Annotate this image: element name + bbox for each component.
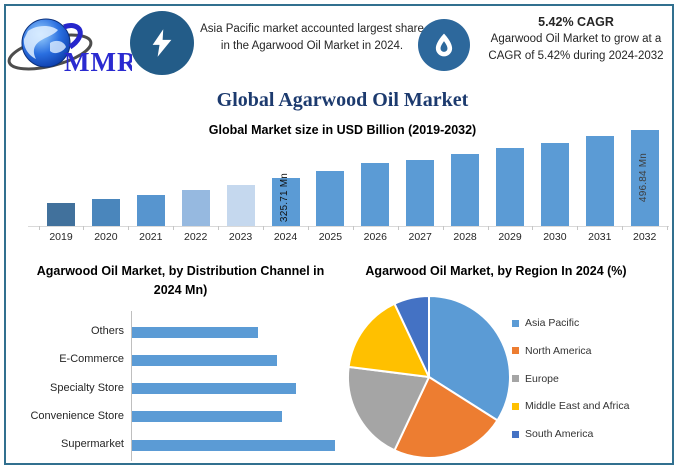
- legend-label: Middle East and Africa: [525, 400, 630, 413]
- bar-2026: [361, 163, 390, 226]
- x-axis-label: 2029: [498, 231, 522, 243]
- bar-e-commerce: [132, 354, 278, 366]
- x-axis-tick: [352, 226, 354, 230]
- bar-2022: [181, 190, 210, 226]
- page-title: Global Agarwood Oil Market: [216, 89, 469, 111]
- legend-label: Asia Pacific: [525, 317, 580, 329]
- legend-swatch: [512, 347, 519, 355]
- asia-pacific-callout: Asia Pacific market accounted largest sh…: [200, 23, 424, 53]
- x-axis-label: 2027: [408, 231, 432, 243]
- bar-specialty-store: [132, 383, 297, 394]
- bar-2028: [451, 154, 480, 226]
- x-axis: [28, 226, 669, 227]
- globe-continent: [23, 25, 58, 59]
- legend-label: North America: [525, 344, 592, 357]
- legend-swatch: [512, 430, 519, 438]
- x-axis-tick: [397, 226, 399, 230]
- x-axis-label: 2028: [453, 231, 477, 243]
- category-label: Supermarket: [61, 438, 124, 450]
- globe-continent: [50, 40, 66, 54]
- bar-others: [132, 326, 258, 338]
- legend-swatch: [512, 319, 519, 327]
- x-axis-tick: [667, 226, 669, 230]
- legend-item: South America: [512, 428, 593, 440]
- pie-slice-middle-east-and-africa: [347, 302, 430, 378]
- category-label: Specialty Store: [50, 381, 124, 394]
- x-axis-tick: [442, 226, 444, 230]
- distribution-chart-title: Agarwood Oil Market, by Distribution Cha…: [36, 264, 325, 298]
- data-label-2024: 325.71 Mn: [278, 172, 290, 222]
- pie-slice-europe: [347, 365, 430, 452]
- bar-2030: [540, 142, 569, 226]
- x-axis-tick: [263, 226, 265, 230]
- lightning-icon: [130, 11, 194, 75]
- bar-2029: [496, 147, 524, 226]
- cagr-callout: 5.42% CAGR Agarwood Oil Market to grow a…: [478, 15, 674, 64]
- category-label: Others: [90, 325, 124, 337]
- x-axis-label: 2025: [318, 231, 343, 243]
- bar-2019: [47, 203, 75, 226]
- cagr-heading: 5.42% CAGR: [538, 15, 614, 29]
- legend-item: North America: [512, 345, 592, 357]
- x-axis-tick: [173, 226, 175, 230]
- legend-label: Europe: [525, 372, 559, 385]
- bar-2025: [316, 170, 345, 226]
- category-label: E-Commerce: [59, 353, 124, 366]
- category-label: Convenience Store: [30, 409, 124, 422]
- legend-item: Middle East and Africa: [512, 400, 629, 412]
- region-chart-title: Agarwood Oil Market, by Region In 2024 (…: [365, 264, 627, 278]
- x-axis-label: 2032: [633, 231, 657, 243]
- x-axis-tick: [83, 226, 85, 230]
- x-axis-label: 2024: [273, 231, 298, 243]
- logo-text: MMR: [64, 47, 132, 77]
- x-axis-label: 2026: [363, 231, 387, 243]
- legend-label: South America: [525, 428, 594, 441]
- bar-2021: [136, 195, 165, 226]
- legend-item: Europe: [512, 373, 559, 385]
- y-axis: [131, 311, 132, 461]
- bar-2031: [585, 136, 614, 226]
- x-axis-tick: [218, 226, 220, 230]
- x-axis-tick: [577, 226, 579, 230]
- bar-2023: [226, 185, 255, 226]
- x-axis-tick: [532, 226, 534, 230]
- x-axis-label: 2031: [588, 231, 612, 243]
- x-axis-tick: [622, 226, 624, 230]
- bar-2027: [406, 160, 435, 226]
- legend-item: Asia Pacific: [512, 317, 579, 329]
- flame-icon: [418, 19, 470, 71]
- market-size-column-chart: 2019 2020 2021 2022 2023 2024 325.71 Mn 2025 202…: [26, 126, 674, 248]
- pie-slice-south-america: [393, 295, 430, 378]
- x-axis-tick: [487, 226, 489, 230]
- data-label-2032: 496.84 Mn: [637, 152, 649, 202]
- x-axis-label: 2020: [94, 231, 118, 243]
- column-chart-title: Global Market size in USD Billion (2019-…: [208, 123, 477, 137]
- x-axis-label: 2030: [543, 231, 567, 243]
- mmr-logo: MMR: [7, 18, 132, 77]
- x-axis-label: 2023: [228, 231, 253, 243]
- pie-legend: Asia Pacific North America Europe Middle Ea…: [512, 315, 677, 445]
- x-axis-tick: [307, 226, 309, 230]
- x-axis-tick: [128, 226, 130, 230]
- x-axis-label: 2019: [49, 231, 73, 243]
- distribution-channel-chart: Others E-Commerce Specialty Store Convenien…: [10, 305, 342, 465]
- bar-supermarket: [132, 439, 336, 451]
- logo-swirl: [63, 23, 83, 50]
- bar-2024: [271, 178, 300, 226]
- x-axis-tick: [38, 226, 40, 230]
- bar-2032: [630, 130, 659, 226]
- cagr-text: Agarwood Oil Market to grow at a CAGR of…: [488, 33, 664, 62]
- legend-swatch: [512, 402, 519, 410]
- x-axis-label: 2022: [184, 231, 208, 243]
- bar-convenience-store: [132, 411, 282, 423]
- bar-2020: [91, 199, 120, 226]
- legend-swatch: [512, 375, 519, 383]
- region-pie-chart: [347, 295, 511, 459]
- x-axis-label: 2021: [139, 231, 163, 243]
